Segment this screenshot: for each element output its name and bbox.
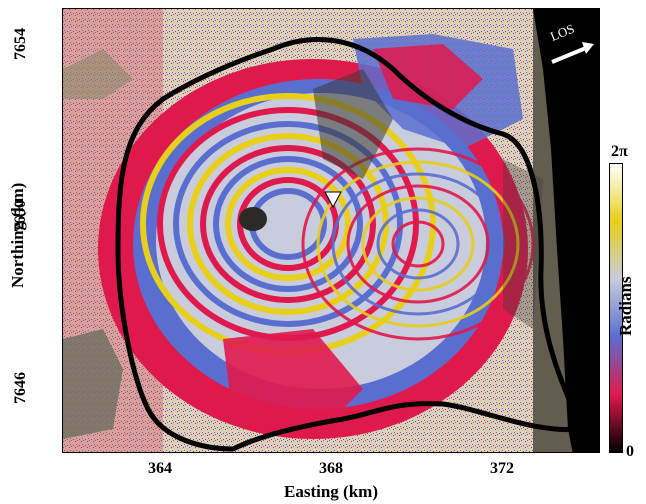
y-tick-label: 7646: [12, 372, 29, 404]
interferogram-map: [62, 8, 600, 453]
los-arrow-icon: [551, 42, 594, 64]
triangle-marker-icon: [324, 191, 342, 209]
y-tick-label: 7654: [12, 28, 29, 60]
colorbar-title: Radians: [616, 276, 635, 336]
los-indicator: LOS: [548, 21, 600, 70]
x-tick-label: 368: [319, 460, 343, 477]
x-tick-label: 364: [148, 460, 172, 477]
x-axis-title: Easting (km): [284, 482, 378, 501]
colorbar-max-label: 2π: [611, 143, 628, 160]
x-tick-label: 372: [490, 460, 514, 477]
phase-colorbar: [609, 163, 623, 453]
y-axis-title: Northing (km): [8, 182, 27, 288]
interferogram-image: [63, 9, 599, 452]
colorbar-min-label: 0: [626, 443, 634, 460]
